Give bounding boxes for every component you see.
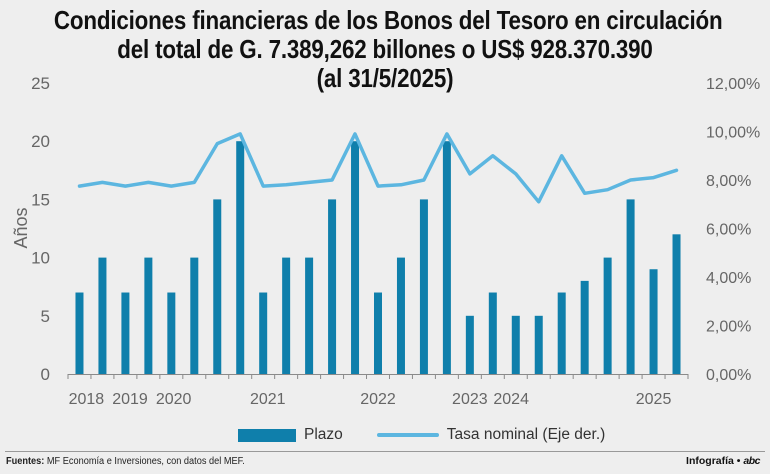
y-tick-label: 0 [41,365,50,384]
bar-plazo [236,141,245,374]
x-year-label: 2024 [493,391,529,408]
source-text: MF Economía e Inversiones, con datos del… [46,456,245,467]
chart-title: Condiciones financieras de los Bonos del… [53,5,723,93]
bar-plazo [328,199,337,374]
bar-plazo [167,292,176,374]
legend-line-label: Tasa nominal (Eje der.) [446,426,606,443]
bar-plazo [465,315,474,374]
legend-line-swatch [376,433,439,437]
x-year-label: 2021 [250,391,286,408]
x-year-label: 2022 [360,391,396,408]
bar-plazo [672,234,681,374]
bar-plazo [442,141,451,374]
legend: Plazo Tasa nominal (Eje der.) [238,426,605,444]
y-tick-label: 20 [31,132,50,151]
source-label: Fuentes: [6,456,45,467]
bar-plazo [259,292,268,374]
bar-plazo [419,199,428,374]
credit: Infografía • abc [686,455,760,467]
bar-plazo [580,280,589,374]
y2-tick-label: 10,00% [706,125,760,142]
legend-bar-swatch [238,428,296,442]
line-tasa-nominal [77,132,679,204]
bar-plazo [144,257,153,374]
title-line-2: del total de G. 7.389,262 billones o US$… [117,34,653,64]
y2-tick-label: 2,00% [706,319,751,336]
title-line-1: Condiciones financieras de los Bonos del… [53,5,723,35]
bar-plazo [282,257,291,374]
bar-plazo [603,257,612,374]
y2-tick-label: 0,00% [706,367,751,384]
credit-label: Infografía • [686,455,741,467]
legend-bar-label: Plazo [304,426,343,443]
bar-plazo [649,269,658,374]
y2-tick-label: 6,00% [706,222,751,239]
bar-plazo [626,199,635,374]
y-tick-label: 15 [31,190,50,209]
bar-plazo [190,257,199,374]
bar-plazo [75,292,84,374]
x-year-label: 2018 [69,391,105,408]
bar-plazo [557,292,566,374]
abc-logo: abc [743,455,760,467]
y-tick-label: 5 [41,307,50,326]
y2-tick-label: 8,00% [706,173,751,190]
title-line-3: (al 31/5/2025) [316,63,454,93]
source-note: Fuentes: MF Economía e Inversiones, con … [6,456,245,467]
x-year-label: 2025 [636,391,672,408]
bar-plazo [305,257,314,374]
y2-tick-label: 4,00% [706,270,751,287]
bar-plazo [121,292,130,374]
bar-plazo [534,315,543,374]
bar-plazo [351,141,360,374]
bar-plazo [396,257,405,374]
bar-plazo [488,292,497,374]
x-year-label: 2020 [156,391,192,408]
y-tick-label: 10 [31,249,50,268]
y-tick-label: 25 [31,74,50,93]
bar-plazo [511,315,520,374]
y-axis-title: Años [11,207,31,248]
x-year-label: 2019 [112,391,148,408]
y2-tick-label: 12,00% [706,76,760,93]
x-year-label: 2023 [452,391,488,408]
footer-divider [5,451,765,452]
bar-plazo [98,257,107,374]
bar-plazo [213,199,222,374]
bar-plazo [374,292,382,374]
